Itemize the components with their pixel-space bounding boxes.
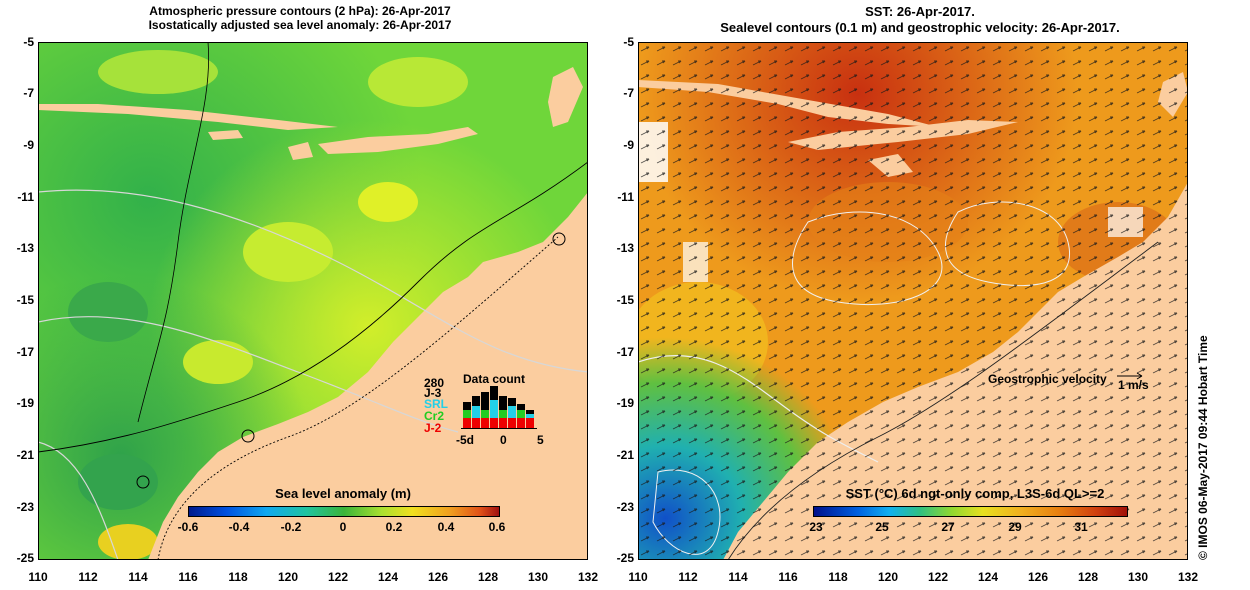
right-x-tick: 126 bbox=[1027, 570, 1049, 584]
left-x-tick: 126 bbox=[427, 570, 449, 584]
right-x-tick: 112 bbox=[678, 570, 698, 584]
satellite-label-j3: J-3 bbox=[424, 386, 442, 400]
right-colorbar-title: SST (°C) 6d ngt-only comp, L3S-6d QL>=2 bbox=[845, 486, 1105, 501]
data-count-max: 280 bbox=[424, 376, 445, 390]
right-x-tick: 130 bbox=[1127, 570, 1149, 584]
left-title-line1: Atmospheric pressure contours (2 hPa): 2… bbox=[149, 4, 451, 18]
left-colorbar-tick: 0 bbox=[339, 520, 347, 534]
right-title-line1: SST: 26-Apr-2017. bbox=[865, 4, 975, 19]
right-x-tick: 110 bbox=[628, 570, 648, 584]
left-colorbar bbox=[188, 506, 500, 517]
copyright-timestamp: © IMOS 06-May-2017 09:44 Hobart Time bbox=[1196, 335, 1210, 560]
right-x-tick: 128 bbox=[1077, 570, 1099, 584]
right-x-tick: 114 bbox=[728, 570, 748, 584]
left-x-tick: 124 bbox=[377, 570, 399, 584]
left-colorbar-tick: 0.2 bbox=[385, 520, 403, 534]
left-y-tick: -9 bbox=[23, 138, 34, 152]
right-x-tick: 116 bbox=[778, 570, 798, 584]
data-count-x-tick: 5 bbox=[537, 433, 544, 447]
left-y-tick: -5 bbox=[23, 35, 34, 49]
left-y-tick: -17 bbox=[16, 345, 34, 359]
left-x-tick: 116 bbox=[178, 570, 198, 584]
velocity-legend-label: Geostrophic velocity bbox=[988, 372, 1107, 386]
right-y-tick: -17 bbox=[616, 345, 634, 359]
right-map-title: SST: 26-Apr-2017. Sealevel contours (0.1… bbox=[640, 4, 1200, 36]
left-colorbar-tick: -0.6 bbox=[177, 520, 199, 534]
right-colorbar-tick: 29 bbox=[1008, 520, 1022, 534]
left-x-tick: 112 bbox=[78, 570, 98, 584]
left-x-tick: 114 bbox=[128, 570, 148, 584]
left-colorbar-tick: 0.6 bbox=[488, 520, 506, 534]
data-count-title: Data count bbox=[463, 372, 526, 386]
right-y-tick: -5 bbox=[623, 35, 634, 49]
left-x-tick: 132 bbox=[577, 570, 599, 584]
left-x-tick: 130 bbox=[527, 570, 549, 584]
right-colorbar-tick: 25 bbox=[875, 520, 889, 534]
left-x-tick: 122 bbox=[327, 570, 349, 584]
satellite-label-cr2: Cr2 bbox=[424, 409, 445, 423]
data-count-histogram bbox=[461, 386, 537, 429]
right-x-tick: 132 bbox=[1177, 570, 1199, 584]
left-y-tick: -13 bbox=[16, 241, 34, 255]
right-x-tick: 118 bbox=[828, 570, 848, 584]
left-map-panel bbox=[38, 42, 588, 560]
left-x-tick: 110 bbox=[28, 570, 48, 584]
left-y-tick: -25 bbox=[16, 551, 34, 565]
right-y-tick: -7 bbox=[623, 86, 634, 100]
left-colorbar-tick: 0.4 bbox=[437, 520, 455, 534]
left-x-tick: 128 bbox=[477, 570, 499, 584]
right-x-tick: 124 bbox=[977, 570, 999, 584]
right-x-tick: 120 bbox=[877, 570, 899, 584]
right-y-tick: -25 bbox=[616, 551, 634, 565]
left-colorbar-tick: -0.2 bbox=[280, 520, 302, 534]
left-y-tick: -21 bbox=[16, 448, 34, 462]
right-y-tick: -19 bbox=[616, 396, 634, 410]
right-title-line2: Sealevel contours (0.1 m) and geostrophi… bbox=[720, 20, 1120, 35]
left-map-title: Atmospheric pressure contours (2 hPa): 2… bbox=[80, 4, 520, 32]
left-y-tick: -7 bbox=[23, 86, 34, 100]
data-count-x-tick: 0 bbox=[500, 433, 507, 447]
left-y-tick: -11 bbox=[17, 190, 34, 204]
data-count-x-tick: -5d bbox=[456, 433, 474, 447]
right-y-tick: -23 bbox=[616, 500, 634, 514]
satellite-label-srl: SRL bbox=[424, 397, 448, 411]
velocity-legend-unit: 1 m/s bbox=[1118, 378, 1149, 392]
right-colorbar bbox=[813, 506, 1128, 517]
left-x-tick: 120 bbox=[277, 570, 299, 584]
right-y-tick: -11 bbox=[617, 190, 634, 204]
left-x-tick: 118 bbox=[228, 570, 248, 584]
right-x-tick: 122 bbox=[927, 570, 949, 584]
left-colorbar-title: Sea level anomaly (m) bbox=[275, 486, 411, 501]
right-colorbar-tick: 31 bbox=[1074, 520, 1088, 534]
left-y-tick: -19 bbox=[16, 396, 34, 410]
right-colorbar-tick: 27 bbox=[941, 520, 955, 534]
left-y-tick: -23 bbox=[16, 500, 34, 514]
left-y-tick: -15 bbox=[16, 293, 34, 307]
left-title-line2: Isostatically adjusted sea level anomaly… bbox=[148, 18, 452, 32]
satellite-label-j2: J-2 bbox=[424, 421, 442, 435]
left-colorbar-tick: -0.4 bbox=[228, 520, 250, 534]
right-colorbar-tick: 23 bbox=[809, 520, 823, 534]
right-y-tick: -15 bbox=[616, 293, 634, 307]
right-y-tick: -21 bbox=[616, 448, 634, 462]
right-map-panel bbox=[638, 42, 1188, 560]
right-y-tick: -9 bbox=[623, 138, 634, 152]
velocity-arrow-icon bbox=[1117, 372, 1143, 380]
right-y-tick: -13 bbox=[616, 241, 634, 255]
